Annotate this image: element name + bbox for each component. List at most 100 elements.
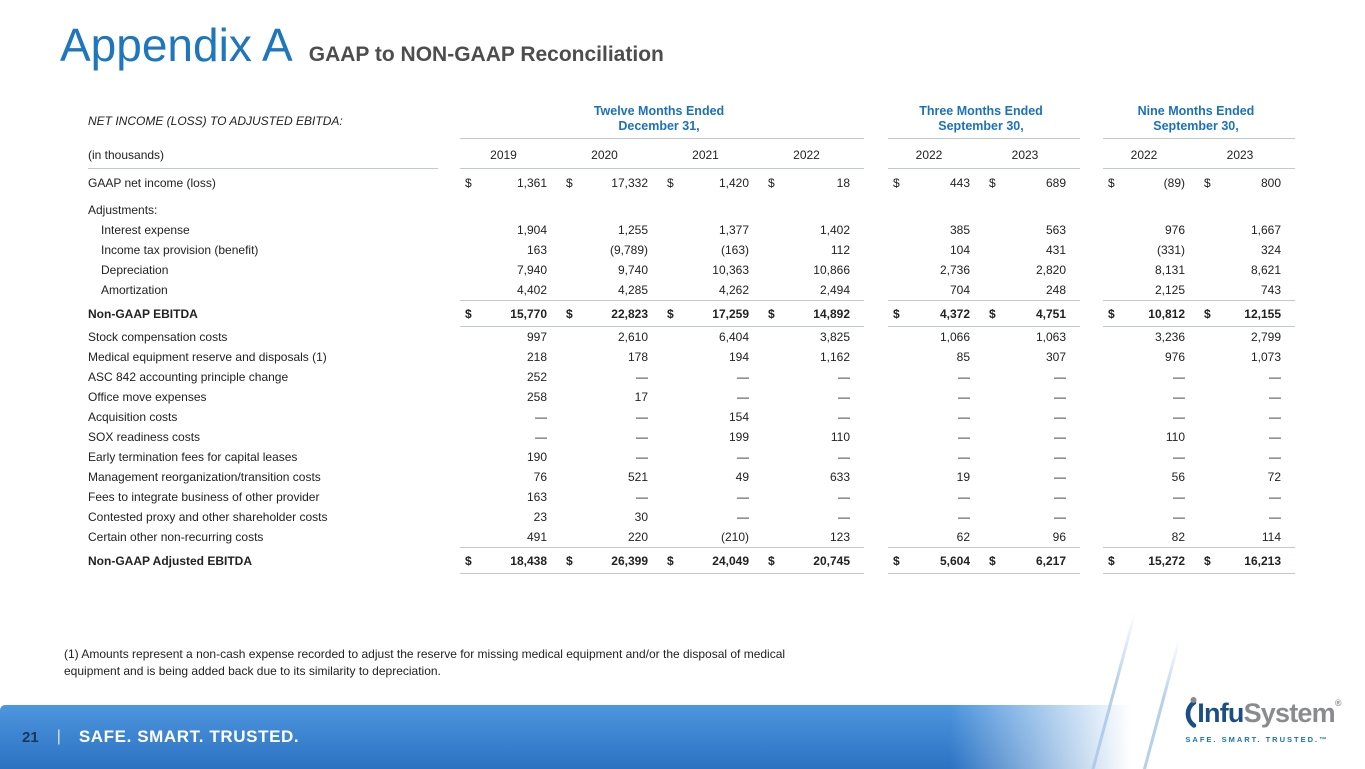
value-cell: 3,825 — [763, 327, 864, 348]
value: 14,892 — [813, 306, 850, 321]
value-cell — [662, 200, 763, 220]
currency-symbol: $ — [768, 306, 775, 321]
value: 190 — [526, 450, 547, 464]
currency-symbol: $ — [893, 306, 900, 321]
value-cell: — — [1199, 427, 1295, 447]
value-cell: 633 — [763, 467, 864, 487]
value-cell: 4,285 — [561, 280, 662, 301]
value-cell — [460, 200, 561, 220]
value-cell: 3,236 — [1103, 327, 1199, 348]
value-cell: 110 — [763, 427, 864, 447]
reconciliation-table-wrap: NET INCOME (LOSS) TO ADJUSTED EBITDA: Twe… — [88, 104, 1295, 574]
row-label: Amortization — [101, 283, 168, 298]
value: — — [1173, 410, 1185, 424]
value-cell: 110 — [1103, 427, 1199, 447]
value-cell: 8,131 — [1103, 260, 1199, 280]
value-cell — [763, 200, 864, 220]
year-header: 2019 — [460, 138, 561, 169]
value-cell: $15,272 — [1103, 547, 1199, 574]
row-label: Acquisition costs — [88, 410, 178, 424]
value: 19 — [956, 470, 970, 484]
value-cell: $4,751 — [984, 300, 1080, 327]
table-row: ASC 842 accounting principle change 252 — —… — [88, 367, 1295, 387]
value-cell: 1,066 — [888, 327, 984, 348]
value-cell: 194 — [662, 347, 763, 367]
currency-symbol: $ — [1108, 176, 1115, 190]
value: 4,751 — [1035, 306, 1066, 321]
value-cell: — — [888, 507, 984, 527]
value: 163 — [526, 243, 547, 257]
value-cell: — — [763, 367, 864, 387]
footer-divider: | — [56, 728, 61, 745]
value: — — [535, 430, 547, 444]
value: — — [636, 450, 648, 464]
value: — — [958, 370, 970, 384]
value: 704 — [949, 283, 970, 297]
value-cell: 62 — [888, 527, 984, 548]
value-cell: — — [984, 387, 1080, 407]
currency-symbol: $ — [667, 176, 674, 190]
currency-symbol: $ — [465, 306, 472, 321]
value-cell: — — [1199, 507, 1295, 527]
value-cell: $ (89) — [1103, 169, 1199, 201]
year-header: 2022 — [1103, 138, 1199, 169]
value-cell: 8,621 — [1199, 260, 1295, 280]
value-cell: (163) — [662, 240, 763, 260]
value-cell: — — [662, 507, 763, 527]
value-cell: — — [763, 507, 864, 527]
value: 112 — [830, 243, 850, 257]
currency-symbol: $ — [465, 553, 472, 568]
value-cell: — — [1103, 487, 1199, 507]
value: — — [1054, 410, 1066, 424]
value: — — [737, 370, 749, 384]
value-cell: 1,162 — [763, 347, 864, 367]
value: — — [1054, 390, 1066, 404]
value: 17 — [634, 390, 648, 404]
value: 10,363 — [712, 263, 749, 277]
value-cell: 4,402 — [460, 280, 561, 301]
year-header: 2023 — [1199, 138, 1295, 169]
value: 114 — [1261, 530, 1281, 544]
value: — — [1173, 370, 1185, 384]
value: 18,438 — [510, 553, 547, 568]
value: 154 — [728, 410, 749, 424]
value-cell: — — [1103, 447, 1199, 467]
currency-symbol: $ — [1108, 553, 1115, 568]
table-row: Depreciation 7,940 9,740 10,363 10,866 2,736 2… — [88, 260, 1295, 280]
value-cell: 123 — [763, 527, 864, 548]
logo-text-infu: Infu — [1197, 698, 1244, 728]
value: 72 — [1267, 470, 1281, 484]
value: 220 — [627, 530, 648, 544]
table-row: GAAP net income (loss) $1,361 $17,332 $1,42… — [88, 169, 1295, 201]
value-cell: 431 — [984, 240, 1080, 260]
value-cell — [1199, 200, 1295, 220]
currency-symbol: $ — [1108, 306, 1115, 321]
column-group-title: Twelve Months Ended December 31, — [460, 104, 864, 139]
value: 76 — [533, 470, 547, 484]
currency-symbol: $ — [667, 306, 674, 321]
value-cell: 4,262 — [662, 280, 763, 301]
value-cell: 49 — [662, 467, 763, 487]
value: 82 — [1171, 530, 1185, 544]
value: 15,272 — [1148, 553, 1185, 568]
table-row: Management reorganization/transition cos… — [88, 467, 1295, 487]
table-row: Income tax provision (benefit) 163 (9,789)… — [88, 240, 1295, 260]
currency-symbol: $ — [1204, 176, 1211, 190]
value-cell: 997 — [460, 327, 561, 348]
slide-header: Appendix A GAAP to NON-GAAP Reconciliati… — [60, 18, 664, 72]
currency-symbol: $ — [989, 176, 996, 190]
value-cell: 258 — [460, 387, 561, 407]
footnote: (1) Amounts represent a non-cash expense… — [64, 647, 786, 678]
value: — — [737, 450, 749, 464]
value: — — [958, 410, 970, 424]
value: 8,131 — [1154, 263, 1185, 277]
value: — — [838, 390, 850, 404]
value-cell: — — [763, 447, 864, 467]
value: 17,332 — [611, 176, 648, 190]
value: 18 — [836, 176, 850, 190]
value: 110 — [1165, 430, 1185, 444]
value: 1,377 — [718, 223, 749, 237]
value-cell: 112 — [763, 240, 864, 260]
value: — — [838, 490, 850, 504]
row-label: Medical equipment reserve and disposals … — [88, 350, 327, 364]
